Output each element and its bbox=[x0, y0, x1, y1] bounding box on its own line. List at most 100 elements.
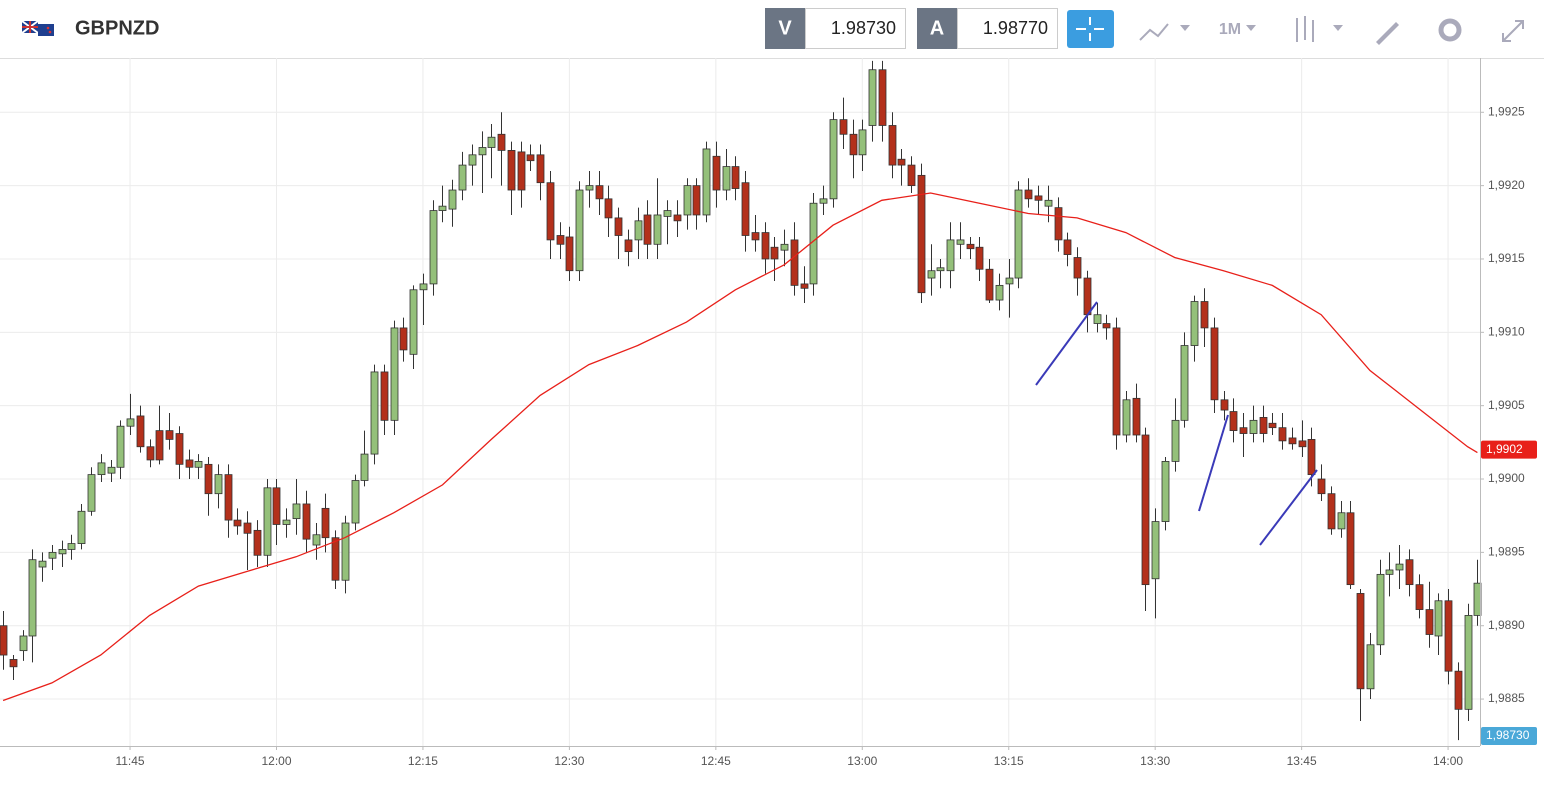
candle-body bbox=[624, 239, 633, 253]
candle-body bbox=[116, 425, 125, 468]
candle-body bbox=[1405, 559, 1414, 586]
candle-body bbox=[448, 189, 457, 210]
flag bbox=[21, 20, 54, 36]
ma-tag-label: 1,9902 bbox=[1486, 442, 1523, 456]
candle-body bbox=[1366, 644, 1375, 690]
y-tick-label: 1,9915 bbox=[1488, 251, 1525, 265]
candle-body bbox=[780, 243, 789, 251]
candle-body bbox=[565, 236, 574, 272]
candle-body bbox=[185, 459, 194, 468]
x-tick-label: 12:15 bbox=[408, 754, 438, 768]
candle-body bbox=[1063, 239, 1072, 255]
candle-body bbox=[1337, 512, 1346, 530]
candle-body bbox=[1425, 609, 1434, 635]
y-tick-label: 1,9925 bbox=[1488, 104, 1525, 118]
price-tag-box bbox=[1481, 727, 1537, 745]
toolbar-icons[interactable] bbox=[1139, 16, 1524, 45]
candle-body bbox=[634, 220, 643, 241]
candle-body bbox=[19, 635, 28, 652]
candle-body bbox=[1317, 478, 1326, 495]
candle-body bbox=[292, 503, 301, 520]
candle-body bbox=[1415, 584, 1424, 610]
candle-body bbox=[868, 69, 877, 126]
candle-body bbox=[507, 150, 516, 191]
candle-body bbox=[243, 522, 252, 534]
x-tick-label: 14:00 bbox=[1433, 754, 1463, 768]
candle-body bbox=[956, 239, 965, 245]
candle-body bbox=[907, 164, 916, 187]
x-tick-label: 11:45 bbox=[115, 754, 144, 768]
candle-body bbox=[1200, 301, 1209, 329]
candle-body bbox=[67, 543, 76, 550]
candle-body bbox=[800, 283, 809, 289]
bid-price: 1.98730 bbox=[831, 18, 896, 38]
candle-body bbox=[380, 371, 389, 421]
candle-body bbox=[1210, 327, 1219, 401]
candle-body bbox=[1356, 593, 1365, 690]
candle-body bbox=[136, 415, 145, 448]
candle-body bbox=[165, 430, 174, 440]
candle-body bbox=[1220, 399, 1229, 411]
candle-body bbox=[1112, 327, 1121, 436]
candle-body bbox=[0, 625, 8, 656]
candle-body bbox=[9, 659, 18, 668]
candle-body bbox=[946, 239, 955, 272]
candle-body bbox=[1454, 670, 1463, 710]
candle-body bbox=[595, 185, 604, 200]
candle-body bbox=[722, 166, 731, 191]
candle-body bbox=[1190, 301, 1199, 346]
plot: 1,9885 1,9890 1,9895 1,9900 1,9905 1,9910 1,99… bbox=[0, 58, 1525, 768]
candle-body bbox=[107, 466, 116, 474]
candle-body bbox=[438, 205, 447, 211]
ask-button[interactable] bbox=[917, 8, 957, 49]
candle-body bbox=[390, 327, 399, 421]
candle-body bbox=[1014, 189, 1023, 279]
candle-body bbox=[751, 232, 760, 241]
candle-body bbox=[1249, 419, 1258, 434]
candle-body bbox=[146, 446, 155, 461]
x-tick-label: 13:45 bbox=[1287, 754, 1317, 768]
candle-body bbox=[1444, 600, 1453, 672]
ma-tag-box bbox=[1481, 440, 1537, 459]
candle-body bbox=[487, 136, 496, 148]
price-tag-label: 1,98730 bbox=[1486, 728, 1530, 742]
candle-body bbox=[312, 534, 321, 546]
candle-body bbox=[1151, 521, 1160, 580]
candle-body bbox=[927, 270, 936, 279]
candle-body bbox=[28, 559, 37, 637]
candle-body bbox=[643, 214, 652, 245]
candle-body bbox=[653, 214, 662, 245]
candle-body bbox=[1171, 419, 1180, 462]
candle-body bbox=[370, 371, 379, 455]
candle-body bbox=[1141, 434, 1150, 586]
x-tick-label: 13:30 bbox=[1140, 754, 1170, 768]
candle-body bbox=[1054, 207, 1063, 241]
candle-body bbox=[331, 537, 340, 581]
candle-body bbox=[1044, 199, 1053, 207]
y-tick-label: 1,9895 bbox=[1488, 545, 1525, 559]
candle-body bbox=[712, 155, 721, 191]
crosshair-button[interactable] bbox=[1067, 10, 1114, 48]
candle-body bbox=[429, 210, 438, 285]
candle-body bbox=[1180, 345, 1189, 421]
bid-button[interactable] bbox=[765, 8, 805, 49]
candle-body bbox=[478, 147, 487, 156]
y-tick-label: 1,9885 bbox=[1488, 691, 1525, 705]
candle-body bbox=[263, 487, 272, 556]
candle-body bbox=[253, 529, 262, 556]
candle-body bbox=[1298, 440, 1307, 448]
ask-label: A bbox=[930, 17, 944, 39]
candle-body bbox=[692, 185, 701, 216]
candle-body bbox=[1395, 563, 1404, 571]
candle-body bbox=[917, 174, 926, 294]
candle-body bbox=[1288, 437, 1297, 445]
candle-body bbox=[1024, 189, 1033, 200]
candle-body bbox=[517, 151, 526, 191]
candle-body bbox=[731, 166, 740, 189]
candle-body bbox=[497, 133, 506, 151]
candle-body bbox=[849, 133, 858, 156]
period[interactable]: 1M bbox=[1219, 21, 1241, 38]
candle-body bbox=[38, 560, 47, 568]
